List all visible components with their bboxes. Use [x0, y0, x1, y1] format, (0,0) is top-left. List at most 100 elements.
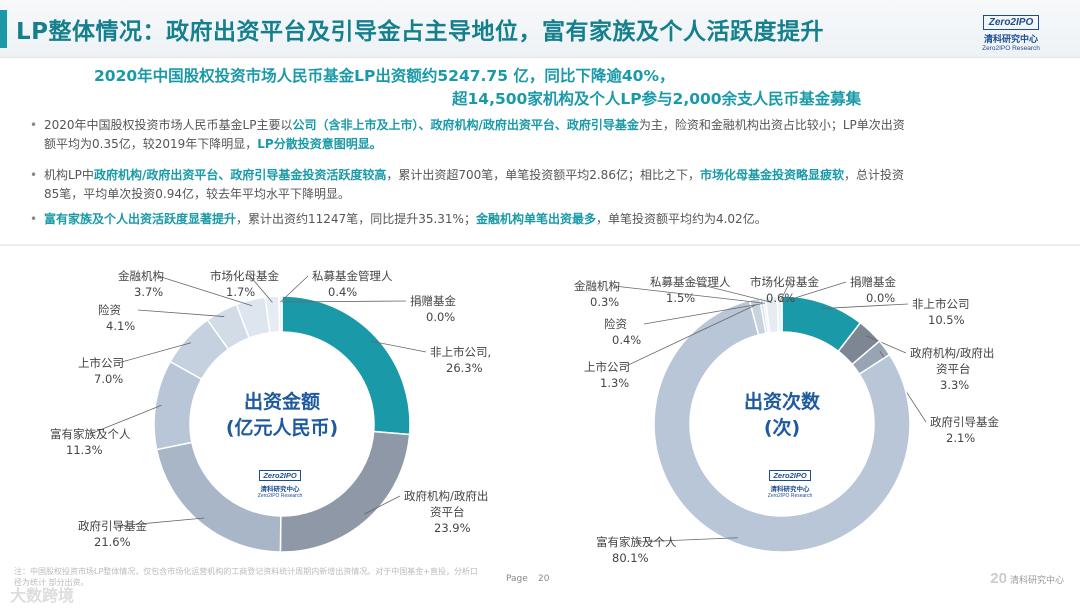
watermark: 大数跨境 [10, 586, 75, 605]
highlight-text: 富有家族及个人出资活跃度显著提升 [44, 212, 237, 226]
slice-pct-金融机构: 3.7% [134, 285, 163, 299]
leader-line-捐赠基金 [281, 300, 407, 303]
page-title: LP整体情况：政府出资平台及引导金占主导地位，富有家族及个人活跃度提升 [16, 19, 825, 45]
highlight-text: 公司（含非上市及上市）、政府机构/政府出资平台、政府引导基金 [292, 118, 639, 132]
slice-label-富有家族及个人: 富有家族及个人 [50, 427, 131, 441]
logo-wordmark: Zero2IPO [982, 15, 1040, 30]
slice-label-险资: 险资 [604, 317, 627, 331]
slice-pct-市场化母基金: 1.7% [226, 285, 255, 299]
slice-label-非上市公司: 非上市公司 [912, 297, 970, 311]
bullet-dot: • [30, 212, 38, 226]
slice-pct-非上市公司: 10.5% [928, 313, 965, 327]
slice-pct-非上市公司: 26.3% [446, 361, 483, 375]
bullet-line: 富有家族及个人出资活跃度显著提升，累计出资约11247笔，同比提升35.31%；… [44, 210, 767, 229]
highlight-text: 市场化母基金投资略显疲软 [699, 168, 844, 182]
headline-line-1: 2020年中国股权投资市场人民币基金LP出资额约5247.75 亿，同比下降逾4… [94, 67, 675, 85]
slice-label-政府机构/政府出资平台: 政府机构/政府出 [404, 489, 488, 503]
chart-1-logo-cn: 清科研究中心 [260, 485, 300, 493]
body-text: ，总计投资 [843, 168, 904, 182]
slice-label-金融机构: 金融机构 [118, 269, 164, 283]
body-text: 机构LP中 [44, 168, 94, 182]
chart-1-logo-en: Zero2IPO Research [257, 493, 303, 499]
title-accent [0, 10, 7, 48]
bullet-dot: • [30, 118, 38, 132]
body-text: 2020年中国股权投资市场人民币基金LP主要以 [44, 118, 293, 132]
headline: 2020年中国股权投资市场人民币基金LP出资额约5247.75 亿，同比下降逾4… [0, 62, 1080, 110]
slice-label-富有家族及个人: 富有家族及个人 [596, 535, 677, 549]
chart-2-logo-en: Zero2IPO Research [767, 493, 813, 499]
chart-2-logo-wordmark: Zero2IPO [769, 470, 811, 481]
chart-1-logo: Zero2IPO 清科研究中心 Zero2IPO Research [250, 463, 310, 499]
title-bar: LP整体情况：政府出资平台及引导金占主导地位，富有家族及个人活跃度提升 Zero… [0, 0, 1080, 58]
bullet-line: 额平均为0.35亿，较2019年下降明显，LP分散投资意图明显。 [44, 135, 382, 154]
leader-line-金融机构 [157, 275, 253, 307]
slice-pct-捐赠基金: 0.0% [426, 310, 455, 324]
chart-1-center-title: (亿元人民币) [226, 416, 338, 439]
leader-line-市场化母基金 [249, 275, 273, 303]
body-text: ，单笔投资额平均约为4.02亿。 [595, 212, 767, 226]
page-label: Page [506, 574, 528, 584]
leader-line-私募基金管理人 [689, 281, 772, 303]
slice-pct-市场化母基金: 0.6% [766, 291, 795, 305]
leader-line-富有家族及个人 [89, 404, 162, 435]
slice-label-金融机构: 金融机构 [574, 279, 620, 293]
chart-1-center-title: 出资金额 [244, 390, 320, 413]
headline-line-2: 超14,500家机构及个人LP参与2,000余支人民币基金募集 [452, 90, 862, 108]
highlight-text: 金融机构单笔出资最多 [475, 212, 596, 226]
chart-1-logo-wordmark: Zero2IPO [259, 470, 301, 481]
highlight-text: 政府机构/政府出资平台、政府引导基金投资活跃度较高 [93, 168, 387, 182]
slice-非上市公司 [281, 295, 411, 436]
bullet-list: • 2020年中国股权投资市场人民币基金LP主要以公司（含非上市及上市）、政府机构… [30, 116, 1070, 246]
slice-pct-私募基金管理人: 1.5% [666, 291, 695, 305]
slice-label-捐赠基金: 捐赠基金 [850, 275, 896, 289]
slice-pct-富有家族及个人: 11.3% [66, 443, 103, 457]
logo-en-name: Zero2IPO Research [982, 45, 1040, 52]
brand-logo: Zero2IPO 清科研究中心 Zero2IPO Research [968, 10, 1054, 52]
leader-line-捐赠基金 [781, 281, 847, 303]
footnote: 注：中国股权投资市场LP整体情况，仅包含市场化运营机构的工商登记资料统计周期内新… [14, 567, 478, 587]
leader-line-上市公司 [117, 342, 192, 364]
leader-line-政府引导基金 [117, 517, 205, 527]
leader-line-上市公司 [623, 304, 756, 368]
bullet-line: 85笔，平均单次投资0.94亿，较去年平均水平下降明显。 [44, 185, 350, 204]
slice-label-私募基金管理人: 私募基金管理人 [650, 275, 731, 289]
slice-市场化母基金 [776, 295, 783, 333]
body-text: ，累计出资超700笔，单笔投资额平均2.86亿；相比之下， [386, 168, 700, 182]
leader-line-非上市公司 [371, 340, 427, 353]
leader-line-金融机构 [613, 285, 765, 304]
leader-line-富有家族及个人 [635, 537, 738, 543]
slice-label-市场化母基金: 市场化母基金 [210, 269, 279, 283]
body-text: 为主，险资和金融机构出资占比较小；LP单次出资 [638, 118, 905, 132]
donut-charts: 非上市公司,26.3%政府机构/政府出资平台23.9%政府引导基金21.6%富有… [50, 269, 999, 565]
chart-2-logo-cn: 清科研究中心 [770, 485, 810, 493]
chart-2-logo: Zero2IPO 清科研究中心 Zero2IPO Research [760, 463, 820, 499]
slice-富有家族及个人 [653, 299, 911, 553]
slice-label-上市公司: 上市公司 [78, 356, 124, 370]
slice-pct-富有家族及个人: 80.1% [612, 551, 649, 565]
leader-line-私募基金管理人 [280, 275, 309, 303]
slice-label-政府引导基金: 政府引导基金 [78, 519, 147, 533]
slice-label-政府引导基金: 政府引导基金 [930, 415, 999, 429]
slice-pct-私募基金管理人: 0.4% [328, 285, 357, 299]
slice-pct-上市公司: 1.3% [600, 376, 629, 390]
highlight-text: LP分散投资意图明显。 [257, 137, 382, 151]
logo-cn-name: 清科研究中心 [983, 35, 1038, 45]
donut-chart-2: 非上市公司 10.5% 政府机构/政府出资平台 3.3% 政府引导基金 2.1% 富有家族及… [574, 275, 999, 565]
slice-label-私募基金管理人: 私募基金管理人 [312, 269, 393, 283]
page-number: 20 [538, 574, 550, 584]
footer-logo-icon: 20 [990, 570, 1007, 587]
slice-pct-上市公司: 7.0% [94, 372, 123, 386]
slice-label-政府机构/政府出资平台: 政府机构/政府出 [910, 346, 994, 360]
slice-label-非上市公司: 非上市公司, [430, 345, 491, 359]
slice-label-政府机构/政府出资平台: 资平台 [430, 505, 465, 519]
leader-line-政府机构/政府出资平台 [866, 335, 907, 354]
footer-brand-text: 清科研究中心 [1009, 576, 1064, 586]
slice-pct-政府引导基金: 21.6% [94, 535, 131, 549]
slice-pct-险资: 4.1% [106, 319, 135, 333]
slice-label-政府机构/政府出资平台: 资平台 [936, 362, 971, 376]
donut-chart-1: 非上市公司, 26.3% 政府机构/政府出资平台 23.9% 政府引导基金 21.6% 富有… [50, 269, 491, 553]
footer-brand: 20 清科研究中心 [990, 570, 1064, 587]
slice-pct-政府机构/政府出资平台: 23.9% [434, 521, 471, 535]
slice-私募基金管理人 [278, 295, 283, 333]
slice-label-市场化母基金: 市场化母基金 [750, 275, 819, 289]
